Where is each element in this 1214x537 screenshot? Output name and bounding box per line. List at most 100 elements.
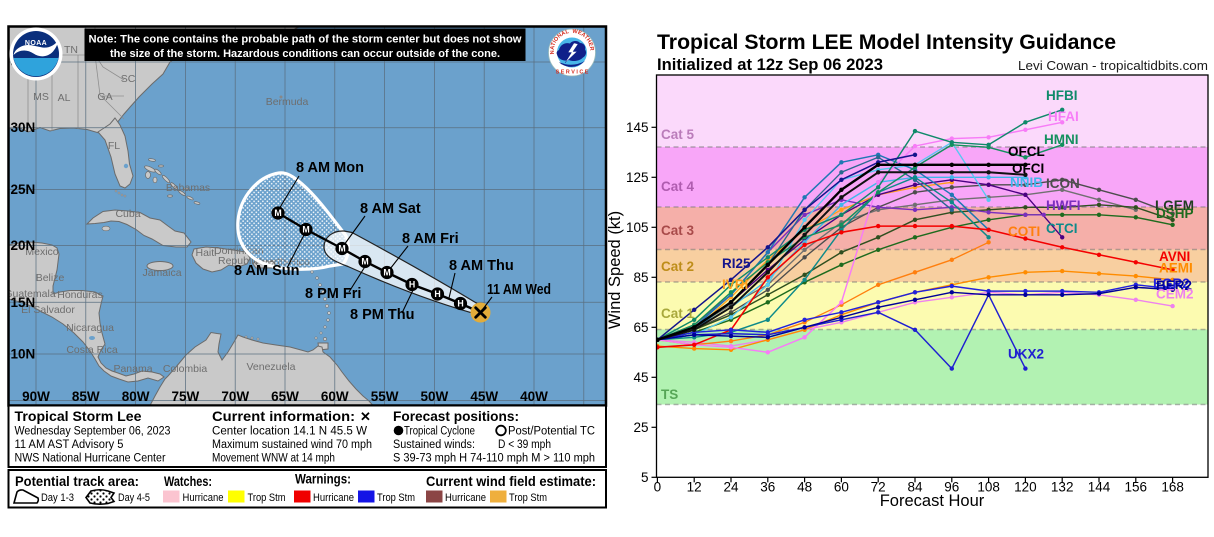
svg-text:Jamaica: Jamaica — [142, 267, 181, 279]
svg-text:108: 108 — [977, 479, 1000, 494]
svg-text:Cat 2: Cat 2 — [661, 259, 694, 274]
svg-text:S 39-73 mph H 74-110 mph M >: S 39-73 mph H 74-110 mph M > 110 mph — [393, 453, 595, 465]
svg-text:60W: 60W — [321, 389, 349, 404]
svg-text:144: 144 — [1088, 479, 1111, 494]
svg-text:48: 48 — [797, 479, 812, 494]
svg-text:✕: ✕ — [360, 409, 371, 424]
svg-text:HWFI: HWFI — [1046, 198, 1081, 213]
svg-text:0: 0 — [654, 479, 662, 494]
svg-text:ICON: ICON — [1046, 176, 1080, 191]
svg-text:Trop Stm: Trop Stm — [509, 492, 547, 504]
svg-text:30N: 30N — [11, 120, 36, 135]
svg-text:HFAI: HFAI — [1048, 109, 1079, 124]
svg-text:24: 24 — [723, 479, 739, 494]
svg-text:AVNI: AVNI — [1159, 249, 1190, 264]
svg-text:HMNI: HMNI — [1044, 132, 1079, 147]
svg-text:85: 85 — [633, 270, 648, 285]
svg-text:AL: AL — [58, 92, 71, 104]
svg-text:Center location 14.1 N 45.5 W: Center location 14.1 N 45.5 W — [212, 426, 367, 438]
svg-text:NWS National Hurricane Center: NWS National Hurricane Center — [15, 453, 166, 465]
svg-text:8 PM Thu: 8 PM Thu — [350, 307, 414, 323]
svg-text:5: 5 — [641, 470, 649, 485]
svg-text:IVRI: IVRI — [722, 277, 748, 292]
svg-text:CEM2: CEM2 — [1156, 287, 1194, 302]
svg-text:MS: MS — [33, 91, 49, 103]
svg-text:145: 145 — [626, 120, 649, 135]
svg-text:36: 36 — [760, 479, 775, 494]
svg-text:M: M — [361, 257, 368, 267]
svg-text:11 AM AST Advisory 5: 11 AM AST Advisory 5 — [15, 439, 124, 451]
svg-text:FL: FL — [108, 140, 120, 152]
svg-text:Note: The cone contains the pr: Note: The cone contains the probable pat… — [89, 34, 522, 46]
svg-text:8 AM Mon: 8 AM Mon — [296, 160, 364, 176]
svg-text:Nicaragua: Nicaragua — [66, 322, 114, 334]
svg-text:the size of the storm. Hazardo: the size of the storm. Hazardous conditi… — [110, 48, 500, 60]
svg-text:20N: 20N — [11, 238, 36, 253]
svg-text:CTCI: CTCI — [1046, 221, 1078, 236]
svg-text:168: 168 — [1161, 479, 1184, 494]
svg-text:105: 105 — [626, 220, 649, 235]
svg-text:NNIB: NNIB — [1010, 175, 1043, 190]
svg-text:M: M — [274, 208, 281, 218]
svg-text:72: 72 — [871, 479, 886, 494]
svg-text:Current wind field estimate:: Current wind field estimate: — [426, 474, 596, 489]
svg-text:8 PM Fri: 8 PM Fri — [305, 286, 361, 302]
svg-text:D < 39 mph: D < 39 mph — [498, 439, 551, 451]
svg-text:Current information:: Current information: — [212, 408, 355, 424]
svg-text:85W: 85W — [72, 389, 100, 404]
svg-text:60: 60 — [834, 479, 849, 494]
svg-text:Cat 5: Cat 5 — [661, 127, 695, 142]
svg-text:65: 65 — [633, 320, 648, 335]
svg-text:Cuba: Cuba — [115, 208, 140, 220]
svg-text:8 AM Sat: 8 AM Sat — [360, 201, 421, 217]
svg-text:12: 12 — [687, 479, 702, 494]
svg-text:Costa Rica: Costa Rica — [66, 344, 118, 356]
svg-text:Forecast Hour: Forecast Hour — [880, 492, 985, 510]
svg-text:H: H — [409, 280, 415, 290]
svg-text:S E R V I C E: S E R V I C E — [556, 70, 589, 76]
svg-text:AEMI: AEMI — [1159, 261, 1193, 276]
svg-text:96: 96 — [944, 479, 959, 494]
svg-text:55W: 55W — [371, 389, 399, 404]
svg-text:Initialized at 12z Sep 06 2023: Initialized at 12z Sep 06 2023 — [657, 56, 883, 74]
svg-text:El Salvador: El Salvador — [21, 304, 75, 316]
svg-text:Hurricane: Hurricane — [445, 492, 486, 504]
svg-text:25N: 25N — [11, 182, 36, 197]
svg-text:H: H — [434, 289, 440, 299]
svg-text:156: 156 — [1125, 479, 1148, 494]
svg-text:45W: 45W — [470, 389, 498, 404]
svg-text:10N: 10N — [11, 347, 36, 362]
svg-text:11 AM Wed: 11 AM Wed — [487, 282, 551, 298]
svg-text:75W: 75W — [172, 389, 200, 404]
svg-text:15N: 15N — [11, 295, 36, 310]
svg-text:Cat 1: Cat 1 — [661, 306, 695, 321]
svg-text:Mexico: Mexico — [25, 246, 58, 258]
svg-text:OFCL: OFCL — [1008, 144, 1045, 159]
svg-text:70W: 70W — [221, 389, 249, 404]
svg-text:Wind Speed (kt): Wind Speed (kt) — [606, 211, 624, 329]
svg-text:GA: GA — [97, 91, 112, 103]
svg-text:HFBI: HFBI — [1046, 88, 1078, 103]
svg-text:120: 120 — [1014, 479, 1037, 494]
svg-text:LGEM: LGEM — [1155, 198, 1194, 213]
svg-text:45: 45 — [633, 370, 648, 385]
svg-text:TN: TN — [64, 44, 78, 56]
svg-text:TS: TS — [661, 387, 678, 402]
svg-text:Tropical Storm Lee: Tropical Storm Lee — [15, 408, 142, 424]
svg-text:25: 25 — [633, 420, 648, 435]
svg-text:8 AM Sun: 8 AM Sun — [234, 263, 300, 279]
svg-text:OFCI: OFCI — [1012, 161, 1044, 176]
svg-text:Cat 3: Cat 3 — [661, 223, 695, 238]
svg-text:RI25: RI25 — [722, 256, 751, 271]
svg-text:40W: 40W — [520, 389, 548, 404]
svg-text:Guatemala: Guatemala — [4, 288, 56, 300]
svg-text:50W: 50W — [421, 389, 449, 404]
svg-text:M: M — [302, 225, 309, 235]
svg-text:65W: 65W — [271, 389, 299, 404]
svg-text:8 AM Fri: 8 AM Fri — [402, 231, 459, 247]
svg-text:Post/Potential TC: Post/Potential TC — [508, 426, 595, 438]
svg-text:Belize: Belize — [36, 272, 65, 284]
svg-text:Maximum sustained wind 70 mph: Maximum sustained wind 70 mph — [212, 439, 372, 451]
svg-text:Cat 4: Cat 4 — [661, 179, 695, 194]
svg-text:Tropical Cyclone: Tropical Cyclone — [404, 426, 475, 438]
